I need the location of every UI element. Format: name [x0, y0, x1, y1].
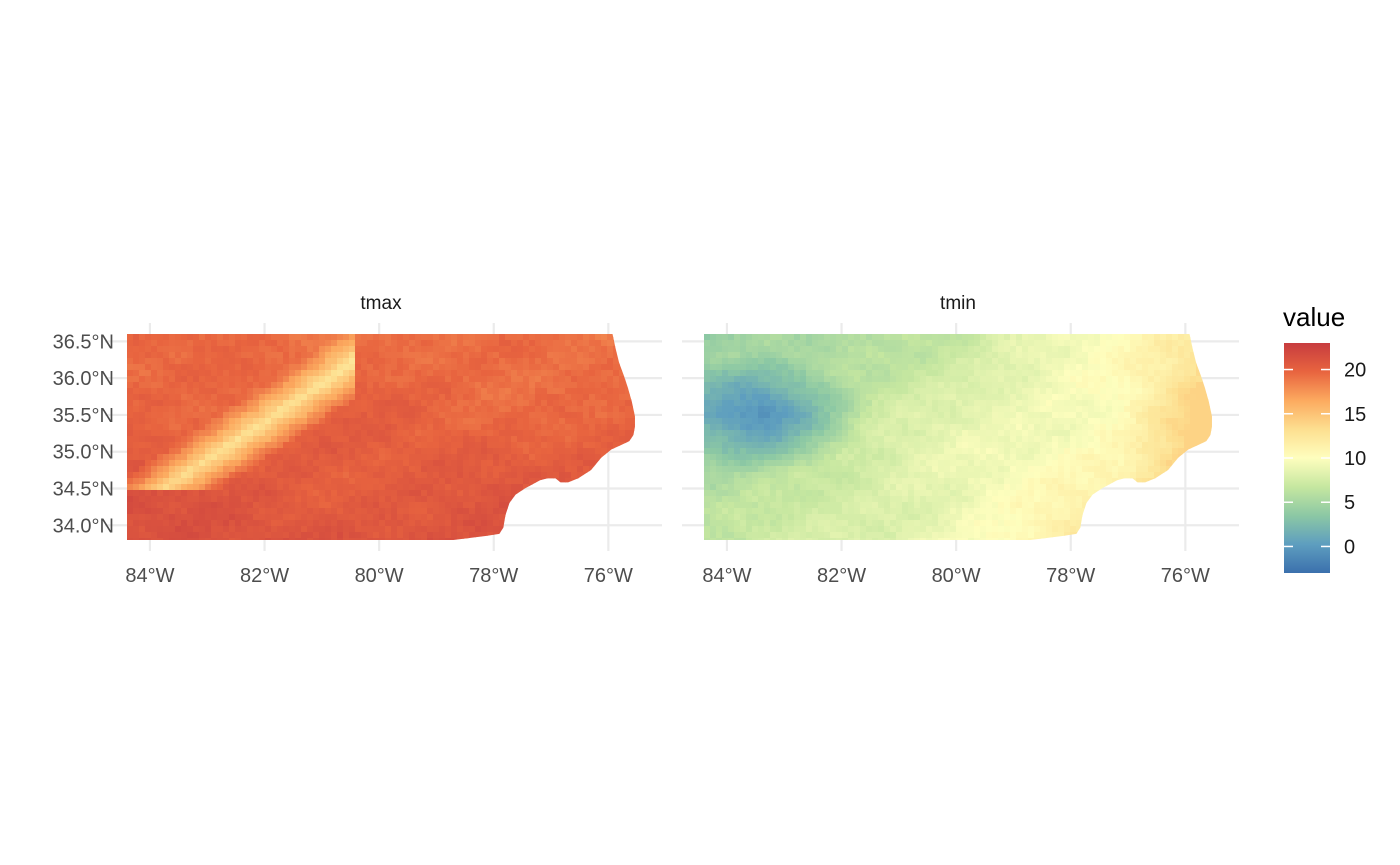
facet-panel-tmax: tmax 84°W 82°W 80°W 78°W 76°W 34.0°N 34.5°N 35.0… — [53, 293, 662, 587]
x-tick-label: 80°W — [932, 565, 981, 587]
x-tick-label: 76°W — [584, 565, 633, 587]
x-tick-label: 76°W — [1161, 565, 1210, 587]
color-legend: value 0 5 10 15 20 — [1283, 302, 1366, 573]
legend-tick-label: 20 — [1344, 360, 1366, 382]
legend-tick-label: 10 — [1344, 448, 1366, 470]
legend-tick-label: 0 — [1344, 536, 1355, 558]
facet-title-tmax: tmax — [360, 293, 402, 314]
y-tick-label: 35.5°N — [53, 405, 114, 427]
facet-title-tmin: tmin — [940, 293, 976, 314]
y-tick-label: 34.0°N — [53, 515, 114, 537]
raster-tmax — [127, 334, 635, 540]
x-tick-label: 82°W — [817, 565, 866, 587]
x-tick-label: 84°W — [125, 565, 174, 587]
legend-tick-label: 5 — [1344, 492, 1355, 514]
y-tick-label: 36.5°N — [53, 331, 114, 353]
raster-tmin — [704, 334, 1212, 540]
x-tick-label: 84°W — [702, 565, 751, 587]
x-tick-label: 82°W — [240, 565, 289, 587]
legend-title: value — [1283, 302, 1345, 332]
y-tick-label: 34.5°N — [53, 479, 114, 501]
x-tick-label: 78°W — [1046, 565, 1095, 587]
x-tick-label: 80°W — [355, 565, 404, 587]
y-tick-label: 36.0°N — [53, 368, 114, 390]
legend-tick-label: 15 — [1344, 404, 1366, 426]
x-tick-label: 78°W — [469, 565, 518, 587]
facet-panel-tmin: tmin 84°W 82°W 80°W 78°W 76°W — [682, 293, 1239, 587]
y-tick-label: 35.0°N — [53, 442, 114, 464]
